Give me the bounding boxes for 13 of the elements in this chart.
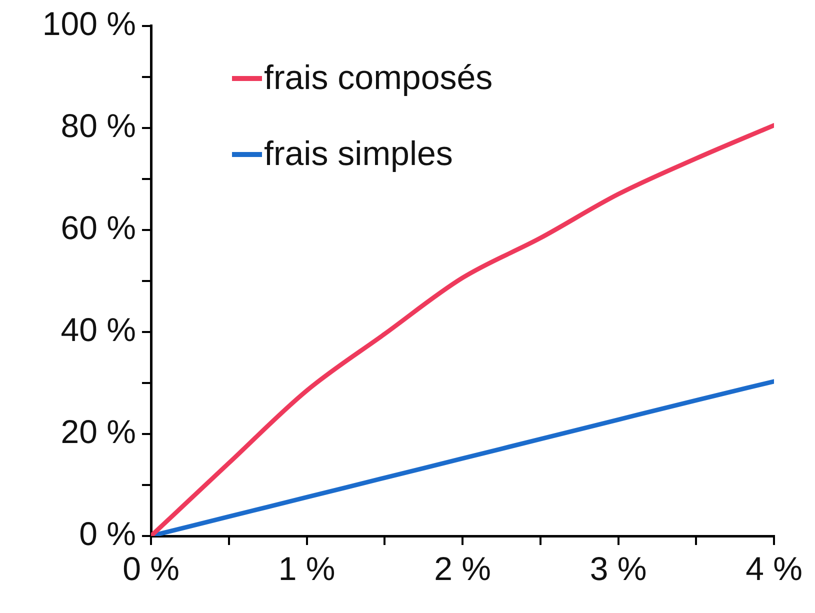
legend-label: frais composés (264, 58, 493, 99)
y-tick-label: 20 % (60, 413, 136, 450)
x-tick-label: 0 % (122, 550, 180, 587)
y-tick-label: 100 % (42, 4, 136, 42)
y-tick-label: 40 % (60, 311, 136, 348)
x-tick-label: 4 % (746, 550, 802, 587)
y-tick-label: 80 % (60, 106, 136, 144)
legend-label: frais simples (264, 134, 453, 175)
y-tick-label: 0 % (79, 515, 136, 552)
y-tick-label: 60 % (60, 208, 136, 246)
x-tick-label: 1 % (278, 550, 336, 587)
x-tick-label: 3 % (590, 550, 647, 587)
x-tick-label: 2 % (434, 550, 491, 587)
